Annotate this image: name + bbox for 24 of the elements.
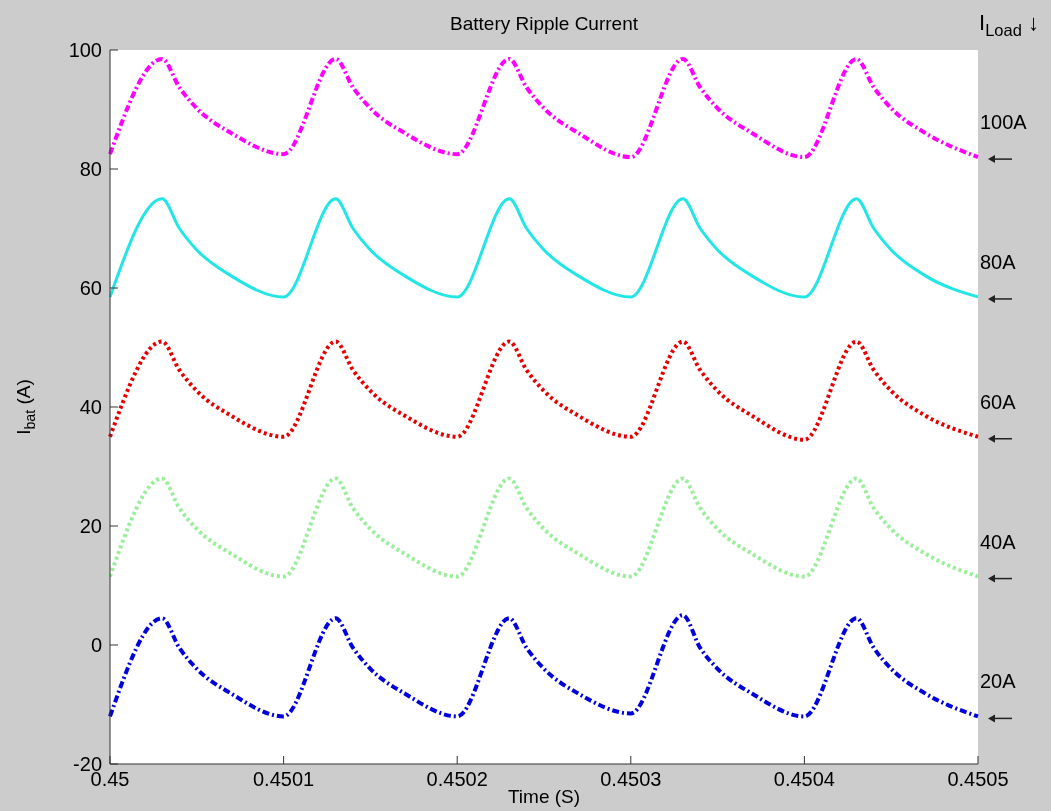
x-tick-label: 0.4505 — [947, 768, 1009, 790]
series-label: 40A — [980, 530, 1017, 553]
series-label: 60A — [980, 390, 1017, 413]
x-tick-label: 0.4503 — [600, 768, 662, 790]
line-series — [108, 613, 980, 719]
y-tick-label: 20 — [79, 515, 102, 537]
y-tick-label: 100 — [68, 39, 102, 61]
x-tick-label: 0.4504 — [773, 768, 835, 790]
series-label: 80A — [980, 250, 1017, 273]
chart-title: Battery Ripple Current — [450, 13, 639, 34]
y-tick-label: 80 — [79, 158, 102, 180]
line-series — [108, 197, 980, 299]
legend-title: I$_{Load}$ ↓ — [979, 10, 1039, 39]
y-tick-label: 60 — [79, 277, 102, 299]
x-tick-label: 0.4501 — [253, 768, 315, 790]
line-series — [108, 56, 980, 160]
series-label: 20A — [980, 670, 1017, 693]
x-axis-title: Time (S) — [507, 786, 581, 807]
y-tick-label: 40 — [79, 396, 102, 418]
x-tick-label: 0.4502 — [426, 768, 488, 790]
line-series — [108, 339, 980, 442]
series-label: 100A — [980, 111, 1028, 134]
line-series — [108, 476, 980, 579]
y-tick-label: 0 — [90, 634, 102, 656]
